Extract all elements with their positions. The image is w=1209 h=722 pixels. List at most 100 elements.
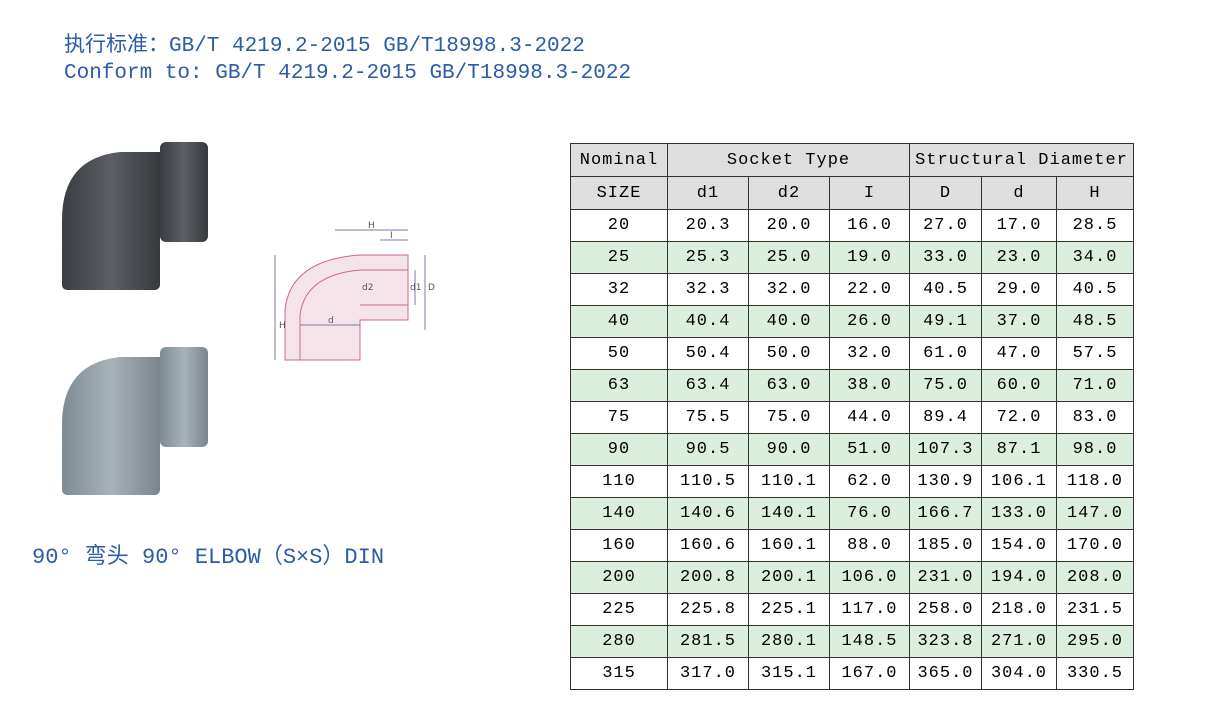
table-cell: 40.5 — [909, 273, 982, 306]
table-cell: 98.0 — [1056, 433, 1134, 466]
table-cell: 49.1 — [909, 305, 982, 338]
group-header: Structural Diameter — [909, 143, 1134, 177]
table-cell: 63 — [570, 369, 668, 402]
table-cell: 23.0 — [981, 241, 1057, 274]
table-cell: 32 — [570, 273, 668, 306]
table-row: 160 160.6 160.1 88.0 185.0 154.0 170.0 — [570, 529, 1134, 562]
table-cell: 130.9 — [909, 465, 982, 498]
table-cell: 40 — [570, 305, 668, 338]
table-cell: 110.1 — [748, 465, 830, 498]
group-header: Nominal — [570, 143, 668, 177]
table-cell: 19.0 — [829, 241, 910, 274]
table-cell: 365.0 — [909, 657, 982, 690]
column-header: SIZE — [570, 176, 668, 210]
table-cell: 271.0 — [981, 625, 1057, 658]
table-cell: 315 — [570, 657, 668, 690]
diagram-label: d1 — [410, 283, 421, 293]
table-row: 25 25.3 25.0 19.0 33.0 23.0 34.0 — [570, 241, 1134, 274]
table-row: 32 32.3 32.0 22.0 40.5 29.0 40.5 — [570, 273, 1134, 306]
table-cell: 323.8 — [909, 625, 982, 658]
table-cell: 25 — [570, 241, 668, 274]
diagram-label: D — [428, 283, 435, 293]
table-cell: 32.0 — [829, 337, 910, 370]
table-cell: 72.0 — [981, 401, 1057, 434]
table-cell: 140.1 — [748, 497, 830, 530]
table-row: 225 225.8 225.1 117.0 258.0 218.0 231.5 — [570, 593, 1134, 626]
table-cell: 106.1 — [981, 465, 1057, 498]
table-cell: 71.0 — [1056, 369, 1134, 402]
table-cell: 194.0 — [981, 561, 1057, 594]
table-cell: 87.1 — [981, 433, 1057, 466]
diagram-label: d2 — [362, 283, 373, 293]
table-row: 315 317.0 315.1 167.0 365.0 304.0 330.5 — [570, 657, 1134, 690]
table-cell: 200 — [570, 561, 668, 594]
table-row: 140 140.6 140.1 76.0 166.7 133.0 147.0 — [570, 497, 1134, 530]
table-cell: 317.0 — [667, 657, 749, 690]
table-cell: 63.0 — [748, 369, 830, 402]
table-cell: 185.0 — [909, 529, 982, 562]
table-cell: 280 — [570, 625, 668, 658]
table-cell: 225.1 — [748, 593, 830, 626]
diagram-label: d — [328, 316, 334, 326]
table-cell: 118.0 — [1056, 465, 1134, 498]
diagram-label: I — [390, 231, 393, 241]
table-cell: 281.5 — [667, 625, 749, 658]
table-cell: 90 — [570, 433, 668, 466]
table-cell: 170.0 — [1056, 529, 1134, 562]
table-cell: 106.0 — [829, 561, 910, 594]
table-cell: 83.0 — [1056, 401, 1134, 434]
table-cell: 25.3 — [667, 241, 749, 274]
table-cell: 231.0 — [909, 561, 982, 594]
table-cell: 50.0 — [748, 337, 830, 370]
spec-table: Nominal Socket Type Structural Diameter SIZ… — [570, 143, 1134, 690]
column-header: H — [1056, 176, 1134, 210]
table-cell: 40.4 — [667, 305, 749, 338]
table-cell: 33.0 — [909, 241, 982, 274]
table-cell: 160.6 — [667, 529, 749, 562]
standard-cn: 执行标准：GB/T 4219.2-2015 GB/T18998.3-2022 — [64, 35, 585, 58]
table-cell: 133.0 — [981, 497, 1057, 530]
table-cell: 304.0 — [981, 657, 1057, 690]
diagram-label: H — [279, 321, 286, 331]
table-row: Nominal Socket Type Structural Diameter — [570, 143, 1134, 177]
table-cell: 160 — [570, 529, 668, 562]
table-cell: 75 — [570, 401, 668, 434]
table-cell: 200.8 — [667, 561, 749, 594]
table-cell: 16.0 — [829, 209, 910, 242]
table-cell: 110.5 — [667, 465, 749, 498]
table-cell: 315.1 — [748, 657, 830, 690]
column-header: d2 — [748, 176, 830, 210]
column-header: d1 — [667, 176, 749, 210]
table-cell: 167.0 — [829, 657, 910, 690]
table-cell: 63.4 — [667, 369, 749, 402]
table-cell: 60.0 — [981, 369, 1057, 402]
table-cell: 50 — [570, 337, 668, 370]
table-cell: 154.0 — [981, 529, 1057, 562]
table-row: 200 200.8 200.1 106.0 231.0 194.0 208.0 — [570, 561, 1134, 594]
table-cell: 225.8 — [667, 593, 749, 626]
table-cell: 117.0 — [829, 593, 910, 626]
table-cell: 22.0 — [829, 273, 910, 306]
table-cell: 44.0 — [829, 401, 910, 434]
table-row: 20 20.3 20.0 16.0 27.0 17.0 28.5 — [570, 209, 1134, 242]
table-cell: 20.0 — [748, 209, 830, 242]
table-cell: 160.1 — [748, 529, 830, 562]
table-cell: 20 — [570, 209, 668, 242]
table-cell: 148.5 — [829, 625, 910, 658]
table-cell: 51.0 — [829, 433, 910, 466]
table-cell: 295.0 — [1056, 625, 1134, 658]
elbow-dark — [62, 142, 208, 290]
table-cell: 62.0 — [829, 465, 910, 498]
table-cell: 32.3 — [667, 273, 749, 306]
elbow-light — [62, 347, 208, 495]
table-cell: 280.1 — [748, 625, 830, 658]
table-cell: 90.0 — [748, 433, 830, 466]
table-cell: 48.5 — [1056, 305, 1134, 338]
standard-en: Conform to: GB/T 4219.2-2015 GB/T18998.3… — [64, 62, 632, 85]
table-cell: 90.5 — [667, 433, 749, 466]
table-cell: 40.0 — [748, 305, 830, 338]
table-row: 280 281.5 280.1 148.5 323.8 271.0 295.0 — [570, 625, 1134, 658]
illustrations: H I d2 d1 D H d — [62, 142, 435, 495]
diagram-label: H — [368, 221, 375, 231]
table-cell: 32.0 — [748, 273, 830, 306]
